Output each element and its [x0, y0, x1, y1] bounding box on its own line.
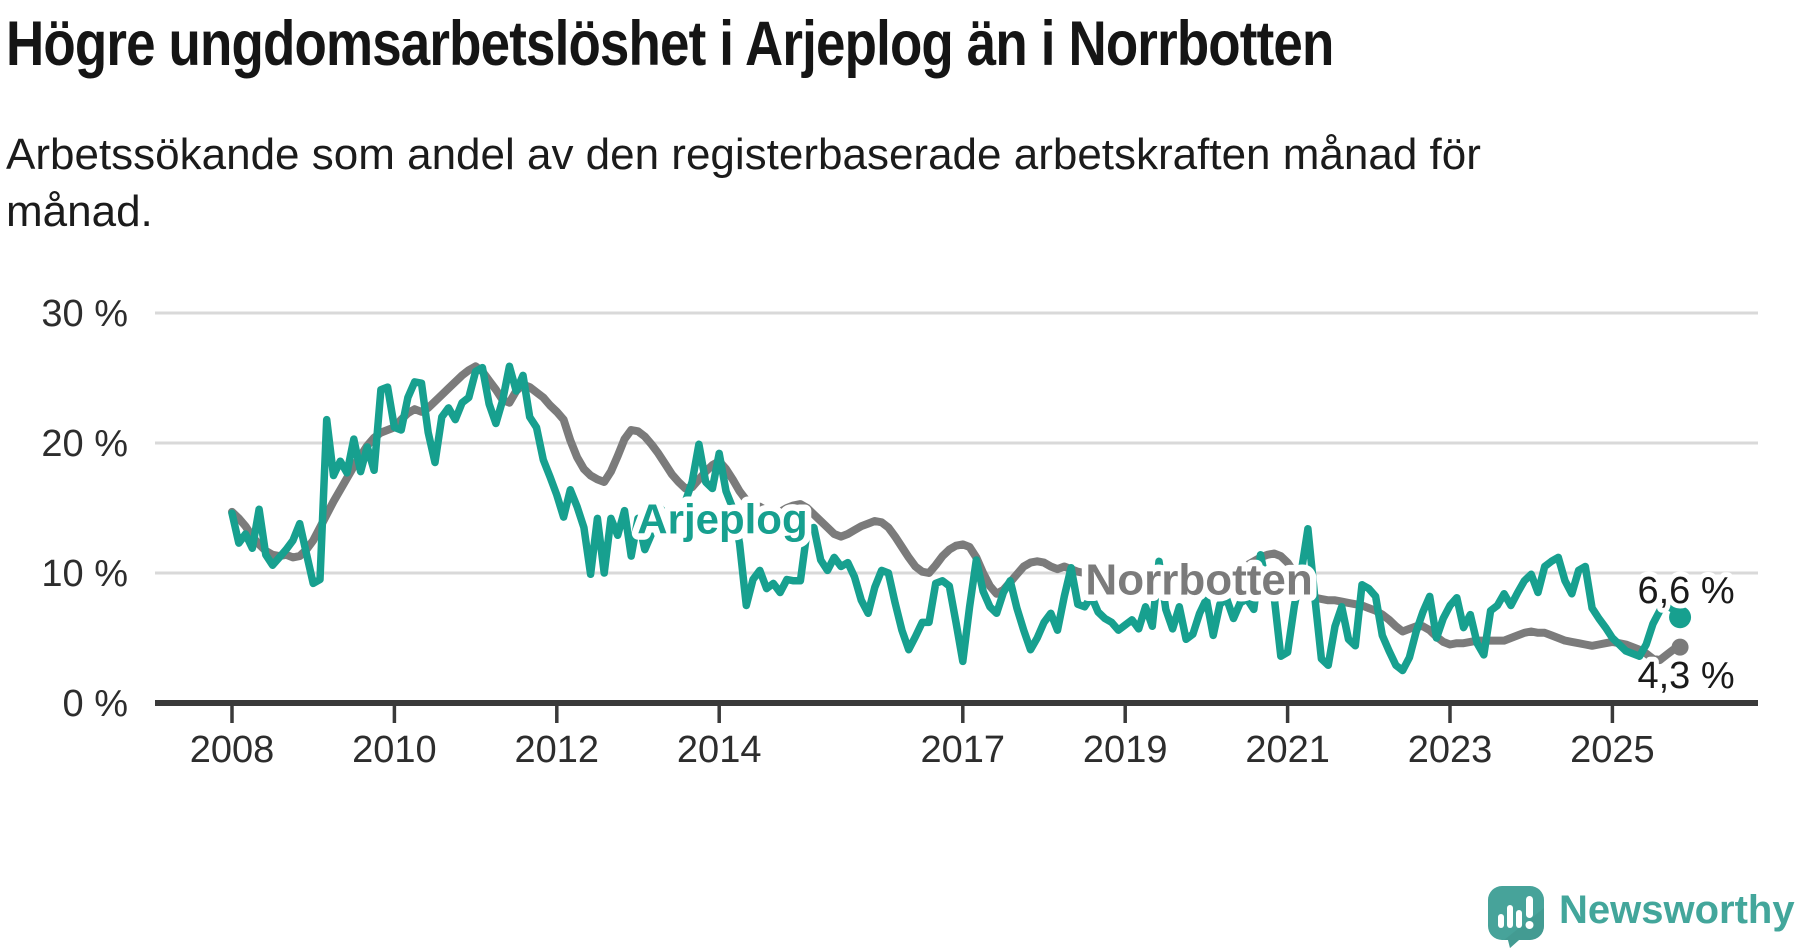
- series-line-arjeplog: [228, 362, 1684, 675]
- logo-bubble-shade: [1504, 908, 1544, 948]
- y-axis-labels: 0 % 10 % 20 % 30 %: [41, 293, 128, 725]
- x-tick-label-2023: 2023: [1408, 729, 1493, 771]
- x-tick-label-2019: 2019: [1083, 729, 1168, 771]
- y-tick-label-30: 30 %: [41, 293, 128, 335]
- y-tick-label-0: 0 %: [63, 683, 128, 725]
- newsworthy-wordmark: Newsworthy: [1559, 888, 1795, 932]
- end-dot-arjeplog: [1669, 606, 1692, 629]
- x-tick-label-2017: 2017: [921, 729, 1006, 771]
- newsworthy-branding: Newsworthy: [1488, 886, 1795, 948]
- end-value-label-arjeplog: 6,6 %: [1637, 570, 1734, 612]
- y-tick-label-10: 10 %: [41, 553, 128, 595]
- x-axis: 2008 2010 2012 2014 2017 2019 2021 2023 2025: [190, 706, 1655, 771]
- chart-subtitle: Arbetssökande som andel av den registerb…: [6, 130, 1481, 237]
- x-tick-label-2014: 2014: [677, 729, 762, 771]
- end-value-label-norrbotten: 4,3 %: [1637, 655, 1734, 697]
- newsworthy-logo-icon: [1488, 886, 1544, 948]
- gridlines: [155, 311, 1758, 575]
- end-dot-norrbotten: [1671, 638, 1689, 656]
- series-label-norrbotten: Norrbotten: [1085, 556, 1312, 605]
- x-tick-label-2008: 2008: [190, 729, 275, 771]
- x-tick-label-2010: 2010: [352, 729, 437, 771]
- series-label-arjeplog: Arjeplog: [637, 495, 807, 542]
- page-title: Högre ungdomsarbetslöshet i Arjeplog än …: [6, 9, 1334, 79]
- x-tick-label-2012: 2012: [515, 729, 600, 771]
- x-tick-label-2025: 2025: [1570, 729, 1655, 771]
- x-tick-label-2021: 2021: [1245, 729, 1330, 771]
- y-tick-label-20: 20 %: [41, 423, 128, 465]
- logo-bar-chart-glyph: [1498, 896, 1534, 929]
